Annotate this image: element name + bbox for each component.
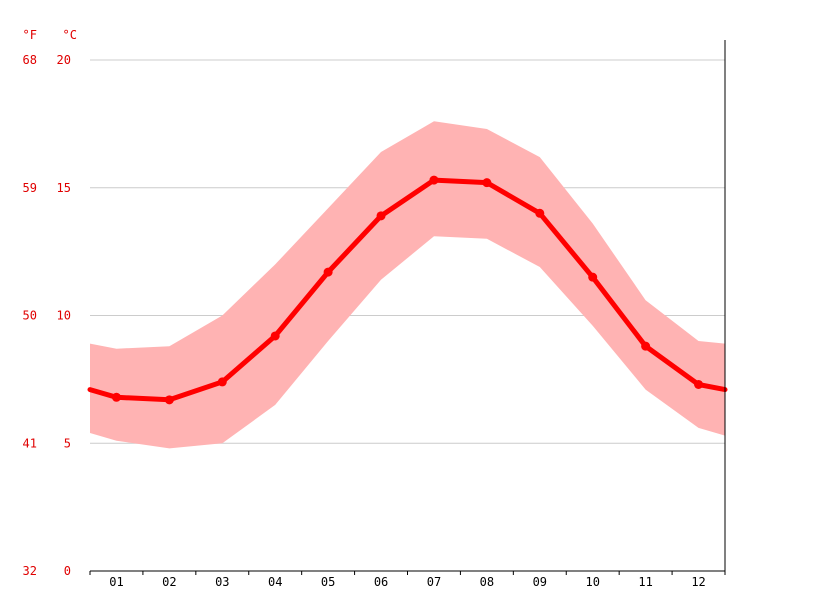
data-point — [429, 175, 439, 185]
y-tick-labels: 32 0 41 5 50 10 59 15 68 20 — [23, 53, 71, 578]
x-tick-label: 10 — [585, 575, 599, 589]
x-tick-label: 09 — [533, 575, 547, 589]
x-tick-label: 08 — [480, 575, 494, 589]
celsius-unit-label: °C — [63, 28, 77, 42]
x-tick-label: 03 — [215, 575, 229, 589]
x-tick-label: 11 — [638, 575, 652, 589]
x-tick-label: 07 — [427, 575, 441, 589]
data-point — [217, 377, 227, 387]
fahrenheit-tick-label: 32 — [23, 564, 37, 578]
fahrenheit-tick-label: 50 — [23, 309, 37, 323]
fahrenheit-tick-label: 41 — [23, 436, 37, 450]
data-point — [482, 178, 492, 188]
x-tick-label: 05 — [321, 575, 335, 589]
data-point — [270, 331, 280, 341]
celsius-tick-label: 15 — [57, 181, 71, 195]
celsius-tick-label: 10 — [57, 309, 71, 323]
x-tick-label: 01 — [109, 575, 123, 589]
x-tick-label: 06 — [374, 575, 388, 589]
mean-temperature-line — [87, 177, 728, 403]
data-point — [694, 379, 704, 389]
x-tick-label: 04 — [268, 575, 282, 589]
celsius-tick-label: 5 — [64, 436, 71, 450]
data-point — [164, 395, 174, 405]
x-tick-label: 02 — [162, 575, 176, 589]
data-point — [641, 341, 651, 351]
data-point — [323, 267, 333, 277]
x-tick-labels: 01 02 03 04 05 06 07 08 09 10 11 12 — [109, 575, 706, 589]
celsius-tick-label: 0 — [64, 564, 71, 578]
celsius-tick-label: 20 — [57, 53, 71, 67]
data-point — [111, 392, 121, 402]
fahrenheit-tick-label: 59 — [23, 181, 37, 195]
temperature-range-band — [90, 121, 725, 449]
data-points — [111, 175, 704, 405]
data-point — [535, 208, 545, 218]
fahrenheit-unit-label: °F — [23, 28, 37, 42]
series-line-layer — [87, 177, 728, 403]
x-tick-marks — [89, 571, 726, 575]
x-tick-label: 12 — [691, 575, 705, 589]
fahrenheit-tick-label: 68 — [23, 53, 37, 67]
data-point — [588, 272, 598, 282]
data-point — [376, 211, 386, 221]
